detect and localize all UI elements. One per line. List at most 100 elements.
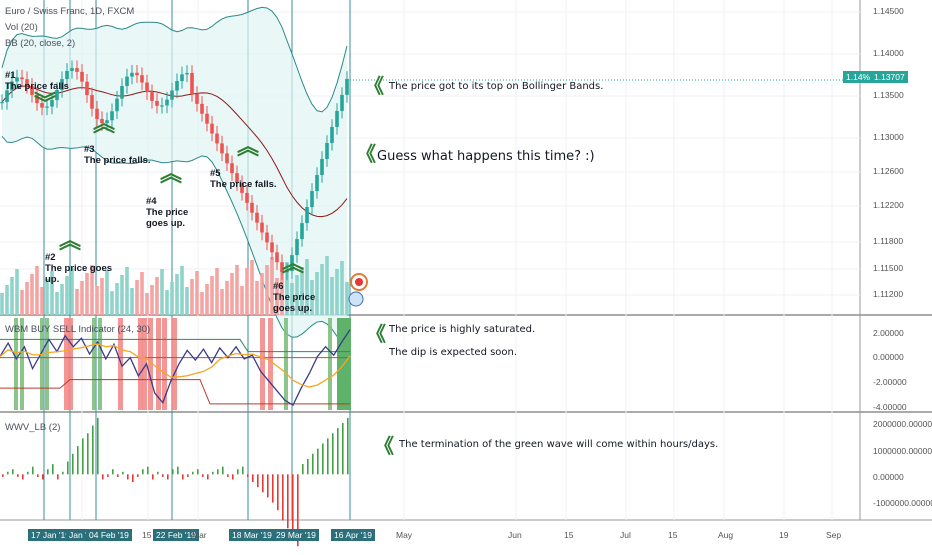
- signal-zone: [148, 318, 153, 410]
- y-tick-label: 1.11800: [873, 236, 904, 246]
- y-tick-label: 1.11200: [873, 289, 904, 299]
- chevron-up-icon: ︽: [237, 135, 260, 160]
- wwv-bar: [302, 464, 304, 475]
- wwv-bar: [347, 417, 349, 475]
- x-tick-label: Mar: [192, 530, 207, 540]
- volume-bar: [345, 282, 349, 315]
- x-tick-label: 15: [564, 530, 574, 540]
- volume-bar: [280, 270, 284, 315]
- wwv-bar: [327, 438, 329, 475]
- volume-bar: [50, 271, 54, 315]
- candle-body: [0, 102, 4, 104]
- wwv-bar: [322, 443, 324, 475]
- volume-bar: [90, 265, 94, 315]
- volume-bar: [255, 281, 259, 315]
- candle-body: [85, 81, 89, 96]
- callout-green-wave: The termination of the green wave will c…: [399, 439, 719, 450]
- wwv-bar: [62, 471, 64, 475]
- callout-guess: Guess what happens this time? :): [377, 149, 595, 164]
- wwv-bar: [217, 469, 219, 475]
- signal-zone: [14, 318, 18, 410]
- chevron-left-icon: 《: [364, 74, 384, 98]
- wwv-bar: [162, 474, 164, 477]
- y-tick-label: 1.12200: [873, 200, 904, 210]
- candle-body: [130, 72, 134, 77]
- volume-bar: [265, 265, 269, 315]
- wwv-bar: [282, 474, 284, 521]
- candle-body: [120, 85, 124, 99]
- volume-bar: [340, 261, 344, 315]
- x-tick-label: 04 Feb '19: [86, 529, 132, 541]
- candle-body: [205, 113, 209, 124]
- wwv-bar: [82, 438, 84, 475]
- wwv-bar: [182, 474, 184, 480]
- volume-bar: [10, 277, 14, 315]
- chevron-left-icon: 《: [366, 322, 386, 346]
- volume-bar: [40, 287, 44, 315]
- wwv-bar: [237, 469, 239, 475]
- wwv-bar: [12, 469, 14, 475]
- signal-zone: [64, 318, 69, 410]
- volume-bar: [30, 274, 34, 315]
- wwv-bar: [167, 474, 169, 480]
- x-tick-label: 16 Apr '19: [331, 529, 376, 541]
- candle-body: [190, 72, 194, 94]
- signal-zone: [172, 318, 177, 410]
- volume-indicator-label: Vol (20): [5, 22, 38, 33]
- wwv-bar: [22, 474, 24, 480]
- candle-body: [115, 98, 119, 112]
- volume-bar: [275, 278, 279, 315]
- bollinger-indicator-label: BB (20, close, 2): [5, 38, 76, 49]
- main-pane-title: Euro / Swiss Franc, 1D, FXCM: [5, 6, 135, 17]
- x-tick-label: Aug: [718, 530, 734, 540]
- volume-bar: [200, 292, 204, 315]
- chevron-left-icon: 《: [356, 142, 376, 166]
- chevron-up-icon: ︽: [59, 229, 82, 254]
- volume-bar: [250, 260, 254, 315]
- candle-body: [30, 85, 34, 95]
- x-tick-label: 17 Jan '19: [28, 529, 73, 541]
- volume-bar: [285, 262, 289, 315]
- volume-bar: [180, 266, 184, 315]
- candle-body: [105, 120, 109, 124]
- annotation-1: #1 The price falls: [5, 70, 85, 92]
- volume-bar: [335, 269, 339, 315]
- wwv-bar: [67, 461, 69, 475]
- wwv-bar: [252, 474, 254, 483]
- candle-body: [255, 212, 259, 223]
- wwv-bar: [117, 474, 119, 477]
- volume-bar: [205, 284, 209, 315]
- wwv-bar: [17, 474, 19, 477]
- volume-bar: [75, 289, 79, 315]
- y-tick-label: 1.12600: [873, 166, 904, 176]
- volume-bar: [330, 277, 334, 315]
- x-tick-label: Jul: [620, 530, 631, 540]
- volume-bar: [140, 272, 144, 315]
- candle-body: [25, 79, 29, 86]
- callout-saturated: The price is highly saturated.: [389, 324, 536, 335]
- candle-body: [15, 77, 19, 82]
- chevron-up-icon: ︽: [93, 112, 116, 137]
- signal-zone: [260, 318, 265, 410]
- annotation-4-num: #4: [146, 196, 157, 207]
- candle-body: [60, 79, 64, 90]
- signal-zone: [138, 318, 143, 410]
- annotation-4-text: The price goes up.: [146, 207, 189, 229]
- wwv-bar: [312, 453, 314, 475]
- candle-body: [150, 92, 154, 101]
- callout-bollinger-top: The price got to its top on Bollinger Ba…: [389, 81, 604, 92]
- last-change-tag: 1.14%: [843, 71, 874, 83]
- annotation-1-num: #1: [5, 70, 16, 81]
- x-tick-label: 15: [142, 530, 152, 540]
- annotation-6-num: #6: [273, 281, 284, 292]
- signal-zone: [284, 318, 288, 410]
- wwv-bar: [272, 474, 274, 503]
- annotation-2-text: The price goes up.: [45, 263, 113, 285]
- candle-body: [5, 90, 9, 103]
- volume-bar: [115, 283, 119, 315]
- annotation-3: #3 The price falls.: [84, 144, 164, 166]
- volume-bar: [125, 267, 129, 315]
- candle-body: [305, 207, 309, 224]
- y-tick-label: 1000000.00000: [873, 446, 932, 456]
- signal-zone: [92, 318, 96, 410]
